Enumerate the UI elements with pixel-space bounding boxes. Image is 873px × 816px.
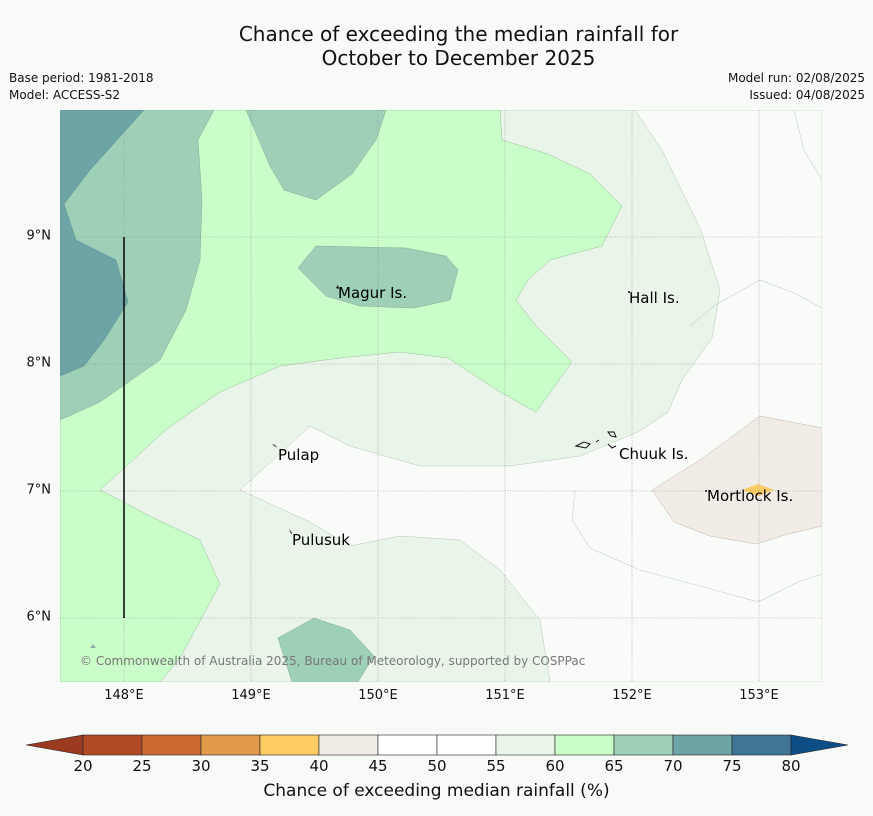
lon-label-151e: 151°E xyxy=(485,688,525,703)
mortlock-marker xyxy=(705,490,707,492)
contour-45-55-centre xyxy=(239,110,822,682)
lon-label-150e: 150°E xyxy=(358,688,398,703)
map-title-line1: Chance of exceeding the median rainfall … xyxy=(238,22,679,46)
colorbar-tick-label: 60 xyxy=(545,757,565,775)
colorbar-segment xyxy=(82,734,143,756)
colorbar-segment xyxy=(731,734,792,756)
colorbar-segment xyxy=(141,734,202,756)
contour-line-east-2 xyxy=(793,110,822,181)
contour-65-70-north xyxy=(245,110,387,201)
colorbar-segment xyxy=(436,734,497,756)
label-chuuk: Chuuk Is. xyxy=(619,445,688,463)
colorbar-over-arrow xyxy=(790,734,849,756)
label-hall: Hall Is. xyxy=(629,289,680,307)
colorbar-segment xyxy=(377,734,438,756)
colorbar-segment xyxy=(554,734,615,756)
lon-label-152e: 152°E xyxy=(612,688,652,703)
copyright-notice: © Commonwealth of Australia 2025, Bureau… xyxy=(80,654,585,668)
map-title: Chance of exceeding the median rainfall … xyxy=(0,22,873,70)
contour-65-70-south xyxy=(277,617,375,682)
colorbar-segment xyxy=(200,734,261,756)
lon-label-153e: 153°E xyxy=(739,688,779,703)
colorbar-segment xyxy=(318,734,379,756)
lat-label-9n: 9°N xyxy=(26,228,52,244)
map-title-line2: October to December 2025 xyxy=(321,46,596,70)
colorbar-tick-label: 20 xyxy=(73,757,93,775)
map-svg: Magur Is. Hall Is. Pulap Chuuk Is. Mortl… xyxy=(60,110,822,682)
colorbar-tick-label: 50 xyxy=(427,757,447,775)
model-run: Model run: 02/08/2025 xyxy=(727,71,865,85)
issued-date: Issued: 04/08/2025 xyxy=(749,88,865,102)
colorbar-segment xyxy=(495,734,556,756)
colorbar-tick-label: 40 xyxy=(309,757,329,775)
lat-label-7n: 7°N xyxy=(26,482,52,498)
colorbar-segment xyxy=(613,734,674,756)
model-name: Model: ACCESS-S2 xyxy=(9,88,121,102)
meta-right: Model run: 02/08/2025 Issued: 04/08/2025 xyxy=(728,70,865,104)
pulap-marker xyxy=(272,444,277,448)
contour-line-east-3 xyxy=(571,489,822,603)
colorbar-tick-label: 25 xyxy=(132,757,152,775)
island-markers xyxy=(90,285,707,648)
pulusuk-marker xyxy=(289,529,292,534)
lon-label-148e: 148°E xyxy=(104,688,144,703)
colorbar-tick-label: 45 xyxy=(368,757,388,775)
contour-65-70-magur xyxy=(297,245,459,309)
meta-left: Base period: 1981-2018 Model: ACCESS-S2 xyxy=(9,70,154,104)
colorbar-under-arrow xyxy=(26,734,84,756)
lon-label-149e: 149°E xyxy=(231,688,271,703)
colorbar-segments xyxy=(82,734,792,756)
colorbar-tick-label: 35 xyxy=(250,757,270,775)
colorbar-tick-label: 30 xyxy=(191,757,211,775)
colorbar-tick-label: 80 xyxy=(781,757,801,775)
colorbar-label: Chance of exceeding median rainfall (%) xyxy=(263,781,610,801)
base-period: Base period: 1981-2018 xyxy=(9,71,154,85)
colorbar-tick-label: 75 xyxy=(722,757,742,775)
colorbar-tick-label: 65 xyxy=(604,757,624,775)
colorbar-segment xyxy=(259,734,320,756)
contour-line-east xyxy=(689,279,822,327)
colorbar-segment xyxy=(672,734,733,756)
colorbar xyxy=(26,734,849,756)
colorbar-tick-label: 55 xyxy=(486,757,506,775)
lat-label-6n: 6°N xyxy=(26,609,52,625)
contour-60-65 xyxy=(60,110,623,682)
contour-70-75 xyxy=(60,110,145,377)
label-pulap: Pulap xyxy=(278,446,319,464)
lat-label-8n: 8°N xyxy=(26,355,52,371)
map-panel[interactable]: Magur Is. Hall Is. Pulap Chuuk Is. Mortl… xyxy=(60,110,822,682)
label-magur: Magur Is. xyxy=(338,284,407,302)
colorbar-tick-label: 70 xyxy=(663,757,683,775)
chuuk-marker xyxy=(574,431,617,449)
label-pulusuk: Pulusuk xyxy=(292,531,350,549)
small-atoll-marker xyxy=(90,644,96,648)
magur-marker xyxy=(336,285,339,289)
hall-marker xyxy=(628,291,630,293)
label-mortlock: Mortlock Is. xyxy=(707,487,793,505)
contour-35-40-spot xyxy=(742,484,774,496)
contour-40-45-east xyxy=(651,415,822,545)
